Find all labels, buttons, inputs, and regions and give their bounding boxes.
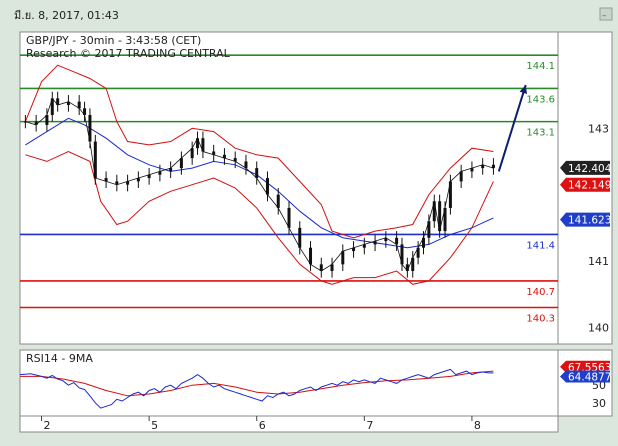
candle-body xyxy=(491,164,495,169)
candle-body xyxy=(50,98,54,115)
price-badge-label-0: 142.404 xyxy=(568,163,612,175)
candle-body xyxy=(233,158,237,162)
x-tick-label-2: 6 xyxy=(259,419,266,432)
candle-body xyxy=(265,178,269,195)
rsi-badge-0 xyxy=(560,360,610,373)
bollinger-upper-line xyxy=(24,64,494,239)
candle-body xyxy=(212,151,216,155)
candle-body xyxy=(309,247,313,265)
candle-body xyxy=(115,181,119,185)
x-tick-label-1: 5 xyxy=(151,419,158,432)
candle-body xyxy=(352,247,356,252)
rsi-tick-label-1: 30 xyxy=(592,397,606,410)
candle-body xyxy=(201,138,205,152)
level-label-2: 143.1 xyxy=(526,128,555,139)
candle-body xyxy=(443,207,447,232)
candle-body xyxy=(23,121,27,123)
x-tick-label-4: 8 xyxy=(474,419,481,432)
candle-body xyxy=(438,201,442,232)
rsi-line xyxy=(19,368,494,409)
candle-body xyxy=(459,171,463,182)
candle-body xyxy=(427,221,431,238)
header-datetime: มี.ย. 8, 2017, 01:43 xyxy=(14,9,119,22)
rsi-badge-label-1: 64.4877 xyxy=(568,371,611,383)
candle-body xyxy=(169,168,173,172)
price-badge-1 xyxy=(560,177,610,192)
candle-body xyxy=(330,264,334,271)
candle-body xyxy=(470,168,474,172)
minus-icon: – xyxy=(602,11,607,21)
candle-body xyxy=(179,158,183,169)
candle-body xyxy=(196,138,200,149)
candle-body xyxy=(373,241,377,245)
rsi-badge-1 xyxy=(560,370,610,383)
candle-body xyxy=(158,171,162,175)
candle-body xyxy=(136,178,140,182)
y-tick-label-0: 143 xyxy=(588,122,609,135)
candle-body xyxy=(384,237,388,242)
projection-arrow-head xyxy=(519,85,528,95)
price-panel xyxy=(19,31,559,345)
candle-body xyxy=(411,257,415,271)
rsi-ma-line xyxy=(20,370,494,397)
candle-body xyxy=(45,114,49,125)
price-badge-2 xyxy=(560,212,610,227)
candle-body xyxy=(395,237,399,245)
candle-body xyxy=(222,154,226,159)
y-tick-label-1: 141 xyxy=(588,255,609,268)
candle-body xyxy=(276,194,280,208)
candle-body xyxy=(448,181,452,208)
candle-body xyxy=(34,121,38,125)
candle-body xyxy=(244,161,248,169)
x-tick-label-0: 2 xyxy=(44,419,51,432)
chart-title: GBP/JPY - 30min - 3:43:58 (CET) xyxy=(26,34,201,47)
candle-body xyxy=(341,251,345,265)
candle-body xyxy=(77,101,81,109)
candle-body xyxy=(83,108,87,115)
level-label-0: 144.1 xyxy=(526,61,555,72)
candle-body xyxy=(405,264,409,271)
bollinger-lower-line xyxy=(25,150,494,285)
y-tick-label-2: 140 xyxy=(588,321,609,334)
candle-body xyxy=(88,114,92,142)
candle-body xyxy=(126,181,130,185)
price-close-line xyxy=(25,97,494,272)
level-label-5: 140.3 xyxy=(526,313,555,324)
level-label-3: 141.4 xyxy=(526,240,555,251)
candle-body xyxy=(66,101,70,106)
panel-toggle-button[interactable] xyxy=(599,7,613,21)
candle-body xyxy=(190,148,194,159)
candle-body xyxy=(93,141,97,179)
price-badge-label-2: 141.623 xyxy=(568,215,611,227)
chart-subtitle: Research © 2017 TRADING CENTRAL xyxy=(26,47,231,60)
price-badge-label-1: 142.149 xyxy=(568,180,611,192)
rsi-panel xyxy=(19,349,559,417)
candle-body xyxy=(104,178,108,182)
candle-body xyxy=(298,227,302,248)
price-badge-0 xyxy=(560,160,610,175)
candle-body xyxy=(287,207,291,228)
candle-body xyxy=(481,164,485,169)
candle-body xyxy=(400,244,404,265)
candle-body xyxy=(56,98,60,106)
x-tick-label-3: 7 xyxy=(366,419,373,432)
candle-body xyxy=(147,174,151,179)
level-label-4: 140.7 xyxy=(526,287,555,298)
candle-body xyxy=(362,244,366,248)
candle-body xyxy=(432,201,436,222)
level-label-1: 143.6 xyxy=(526,94,555,105)
time-axis xyxy=(19,415,559,433)
projection-arrow-line xyxy=(497,84,527,172)
candle-body xyxy=(255,168,259,179)
candle-body xyxy=(416,247,420,258)
rsi-title: RSI14 - 9MA xyxy=(26,352,93,365)
candle-body xyxy=(422,237,425,248)
candle-body xyxy=(319,264,323,271)
